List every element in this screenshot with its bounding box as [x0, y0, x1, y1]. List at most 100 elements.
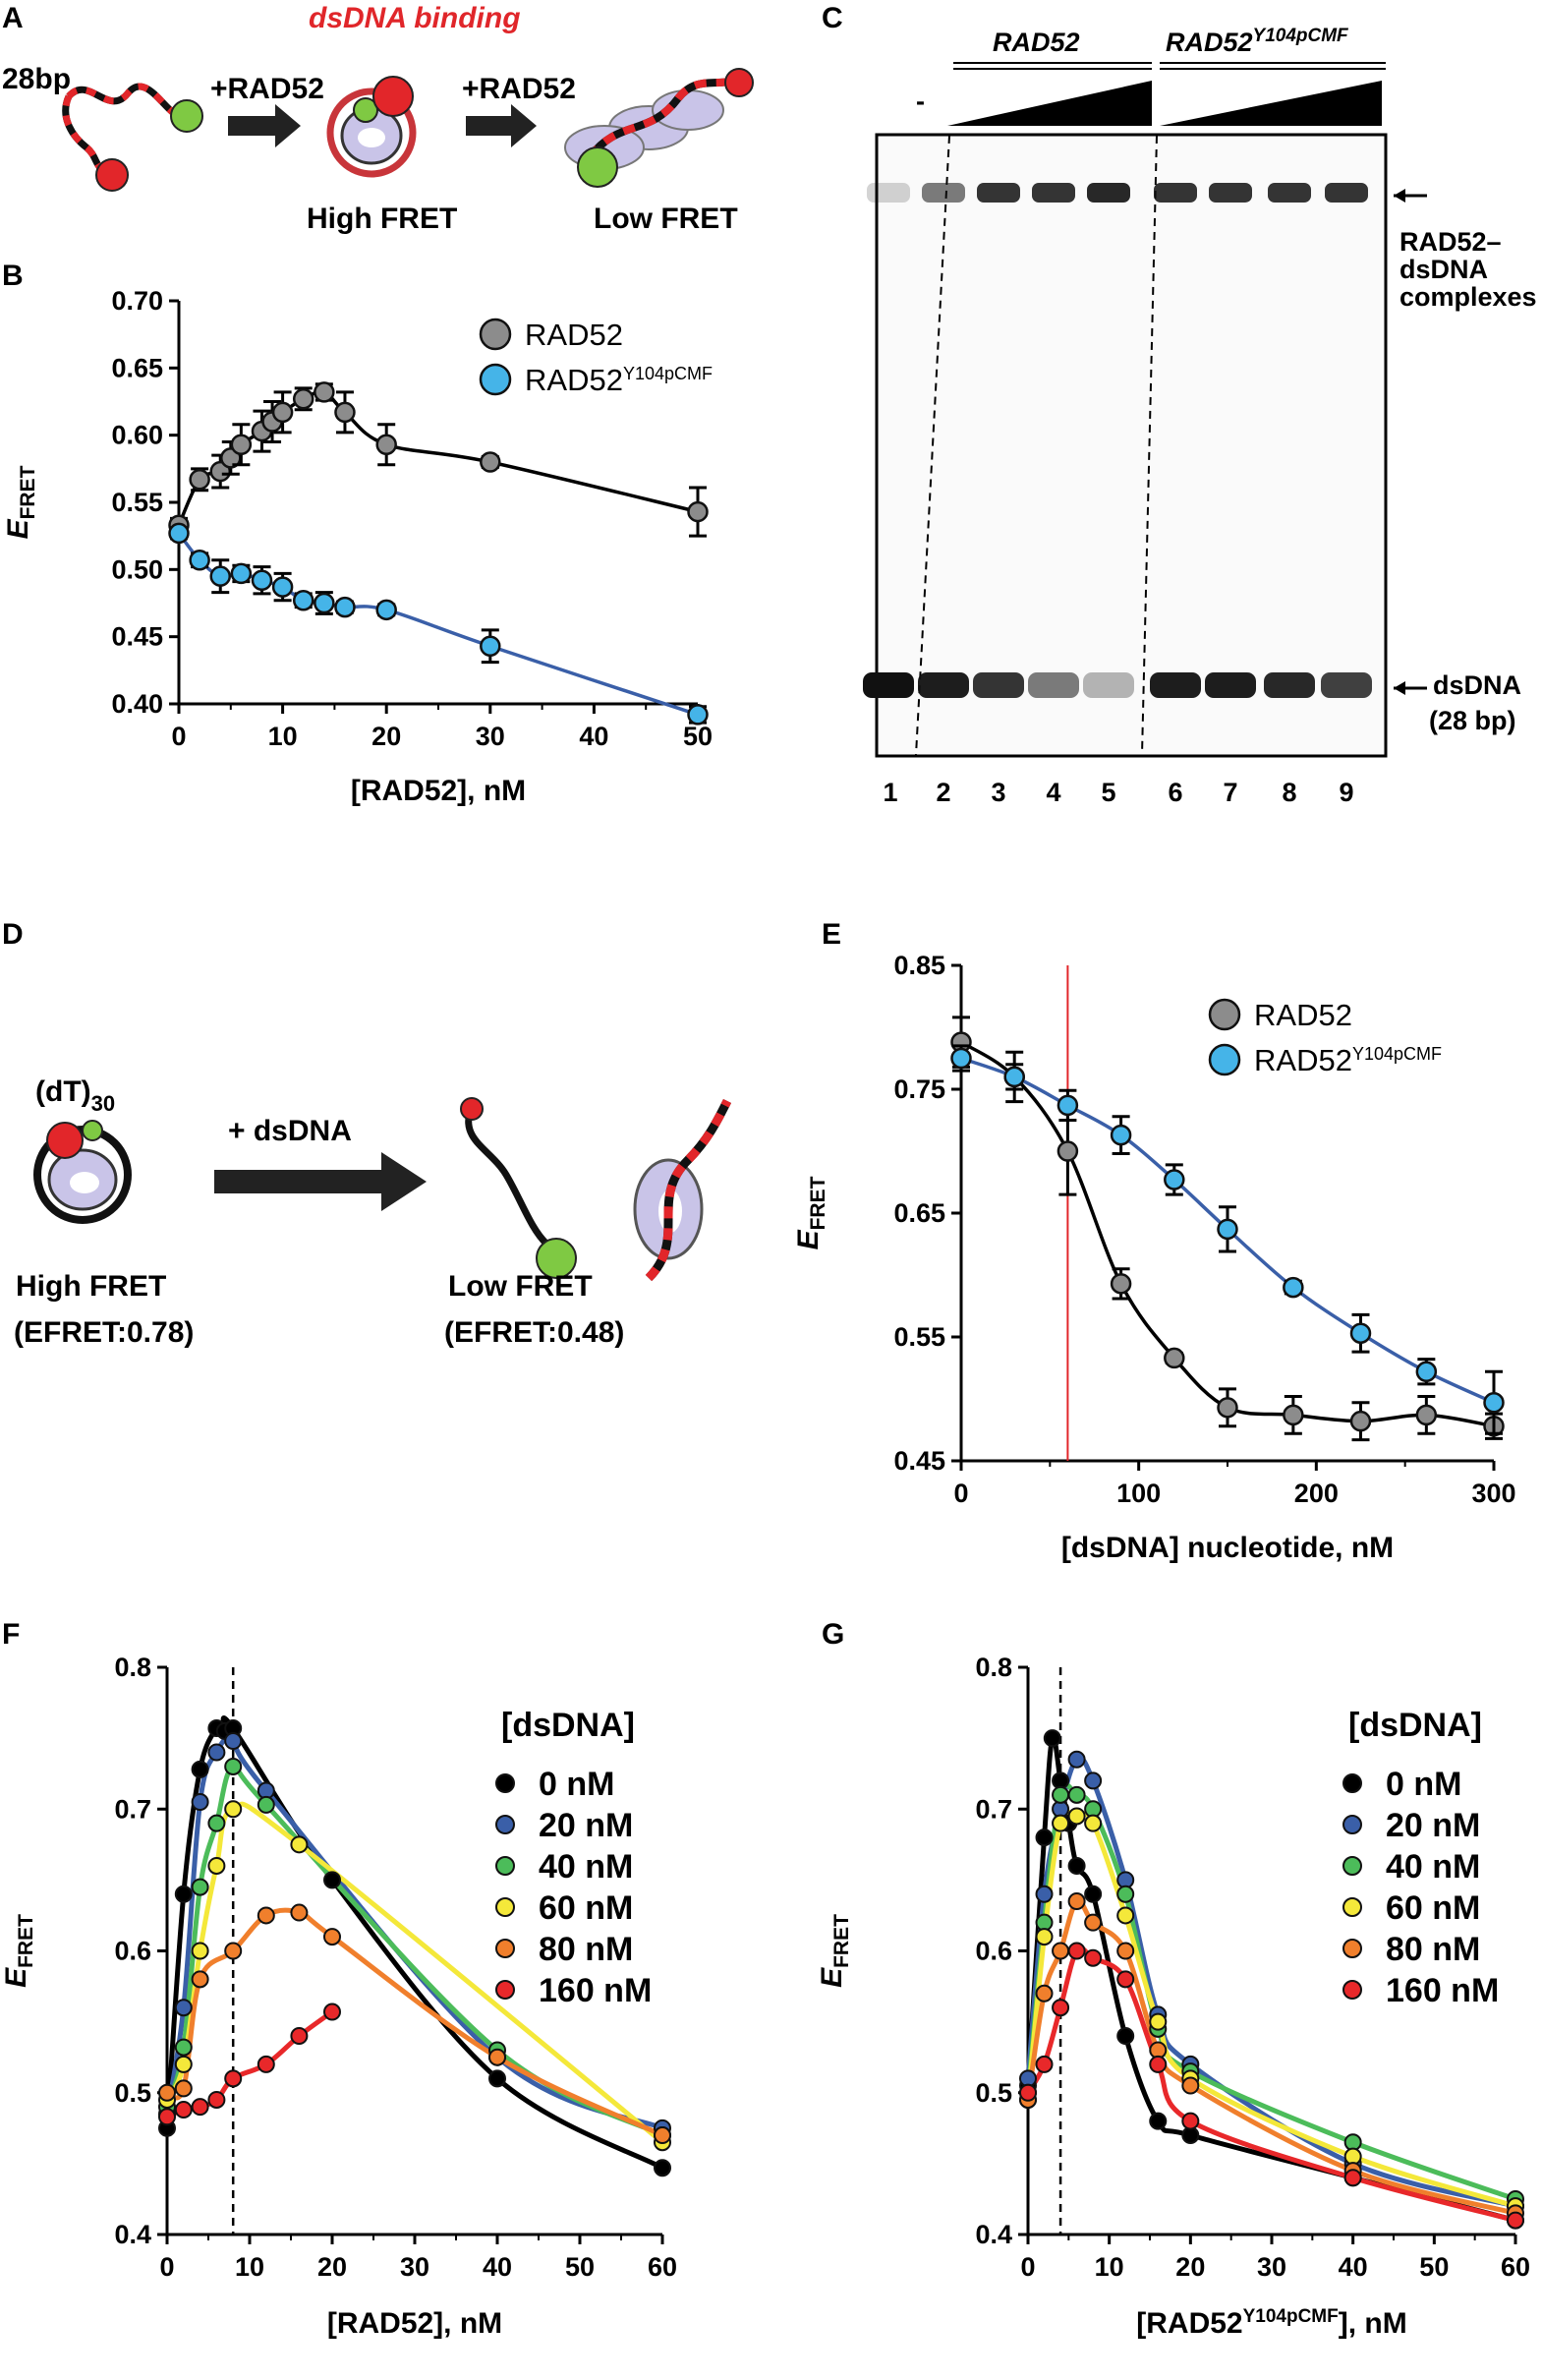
- x-tick-label: 300: [1471, 1479, 1515, 1508]
- data-point: [1067, 1807, 1086, 1826]
- gel-group1-label: RAD52: [993, 28, 1080, 57]
- data-point: [1019, 2083, 1037, 2102]
- data-point: [191, 2098, 209, 2117]
- y-tick-label: 0.65: [111, 353, 163, 382]
- gel-bands: [863, 183, 1372, 698]
- data-point: [1110, 1273, 1132, 1295]
- data-point: [1052, 1999, 1070, 2017]
- data-point: [1415, 1361, 1438, 1383]
- dsdna-arrowhead-icon: [1394, 681, 1405, 695]
- data-point: [224, 1732, 243, 1751]
- y-axis-label: EFRET: [0, 1914, 37, 1988]
- x-axis-label: [RAD52], nM: [327, 2307, 502, 2340]
- data-point: [1084, 1948, 1103, 1967]
- legend-label: 20 nM: [1386, 1807, 1480, 1844]
- y-tick-label: 0.8: [975, 1653, 1012, 1682]
- data-point: [1052, 1814, 1070, 1832]
- dsdna-label-1: dsDNA: [1433, 670, 1521, 700]
- data-point: [174, 2079, 193, 2098]
- x-tick-label: 0: [953, 1479, 968, 1508]
- gel-band-dsdna: [863, 672, 914, 698]
- legend-label: RAD52Y104pCMF: [525, 363, 713, 397]
- data-point: [251, 569, 273, 592]
- gel-wedge-1: [947, 81, 1152, 126]
- legend-marker: [479, 363, 512, 396]
- data-point: [1164, 1169, 1185, 1190]
- panel-g-label: G: [822, 1618, 844, 1651]
- y-tick-label: 0.4: [975, 2220, 1012, 2249]
- series-line-1: [960, 1056, 1495, 1405]
- data-point: [1149, 2055, 1168, 2073]
- data-point: [314, 381, 335, 403]
- low-fret-value-d: (EFRET:0.48): [444, 1316, 624, 1349]
- legend-label: 40 nM: [1386, 1848, 1480, 1886]
- data-point: [189, 550, 210, 571]
- high-fret-label-a: High FRET: [307, 203, 457, 235]
- data-point: [189, 469, 210, 491]
- dsdna-arrow-icon-d: [214, 1152, 427, 1211]
- legend-marker: [495, 1815, 515, 1834]
- x-tick-label: 0: [159, 2252, 174, 2282]
- data-point: [191, 1760, 209, 1778]
- data-point: [1052, 1942, 1070, 1960]
- x-tick-label: 40: [483, 2252, 512, 2282]
- x-tick-label: 60: [648, 2252, 677, 2282]
- dna-length-label: 28bp: [2, 63, 71, 95]
- gel-band-complex: [867, 183, 910, 203]
- y-tick-label: 0.45: [893, 1446, 945, 1476]
- x-axis-label: [RAD52Y104pCMF], nM: [1136, 2306, 1406, 2340]
- gel-lane-number: 4: [1046, 778, 1060, 807]
- data-point: [1149, 2112, 1168, 2130]
- rad52-dsdna-icon: [633, 1098, 732, 1282]
- data-point: [654, 2126, 671, 2145]
- data-point: [224, 1942, 243, 1960]
- data-point: [1110, 1124, 1132, 1146]
- complex-label-2: dsDNA: [1399, 255, 1488, 284]
- data-point: [224, 2069, 243, 2088]
- y-tick-label: 0.7: [975, 1794, 1012, 1824]
- data-point: [290, 1903, 309, 1922]
- data-point: [168, 522, 190, 545]
- x-tick-label: 20: [371, 722, 401, 751]
- data-point: [1116, 1885, 1135, 1903]
- data-point: [257, 1906, 275, 1925]
- data-point: [174, 1885, 193, 1903]
- series-line-1: [177, 532, 699, 717]
- data-point: [1067, 1785, 1086, 1804]
- data-point: [1217, 1218, 1238, 1241]
- y-tick-label: 0.70: [111, 286, 163, 316]
- data-point: [207, 2090, 226, 2109]
- data-point: [1057, 1140, 1079, 1162]
- data-point: [191, 1970, 209, 1989]
- data-point: [1084, 1913, 1103, 1932]
- legend-label: 0 nM: [539, 1766, 614, 1803]
- data-point: [271, 576, 294, 598]
- legend-marker: [1342, 1980, 1362, 2000]
- data-point: [1003, 1066, 1025, 1088]
- data-point: [1084, 1771, 1103, 1790]
- data-point: [488, 2069, 506, 2088]
- panel-a-title: dsDNA binding: [309, 2, 521, 34]
- data-point: [1415, 1404, 1438, 1426]
- x-tick-label: 40: [1339, 2252, 1368, 2282]
- data-point: [950, 1047, 972, 1070]
- x-tick-label: 50: [683, 722, 713, 751]
- gel-band-dsdna: [973, 672, 1024, 698]
- series-line-0: [960, 1040, 1495, 1428]
- data-point: [375, 599, 397, 621]
- complex-arrowhead-icon: [1394, 189, 1405, 203]
- gel-wedge-2: [1160, 81, 1382, 126]
- y-tick-label: 0.6: [114, 1937, 151, 1966]
- data-point: [1349, 1322, 1372, 1344]
- legend-label: 160 nM: [1386, 1972, 1499, 2009]
- gel-band-dsdna: [1321, 672, 1372, 698]
- legend-marker: [1208, 998, 1241, 1031]
- y-tick-label: 0.65: [893, 1198, 945, 1228]
- gel-lane-number: 2: [936, 778, 950, 807]
- y-tick-label: 0.85: [893, 951, 945, 980]
- data-point: [174, 1999, 193, 2017]
- free-dsdna-icon: [62, 83, 203, 192]
- legend-title: [dsDNA]: [501, 1707, 635, 1744]
- data-point: [1052, 1785, 1070, 1804]
- x-tick-label: 10: [1095, 2252, 1124, 2282]
